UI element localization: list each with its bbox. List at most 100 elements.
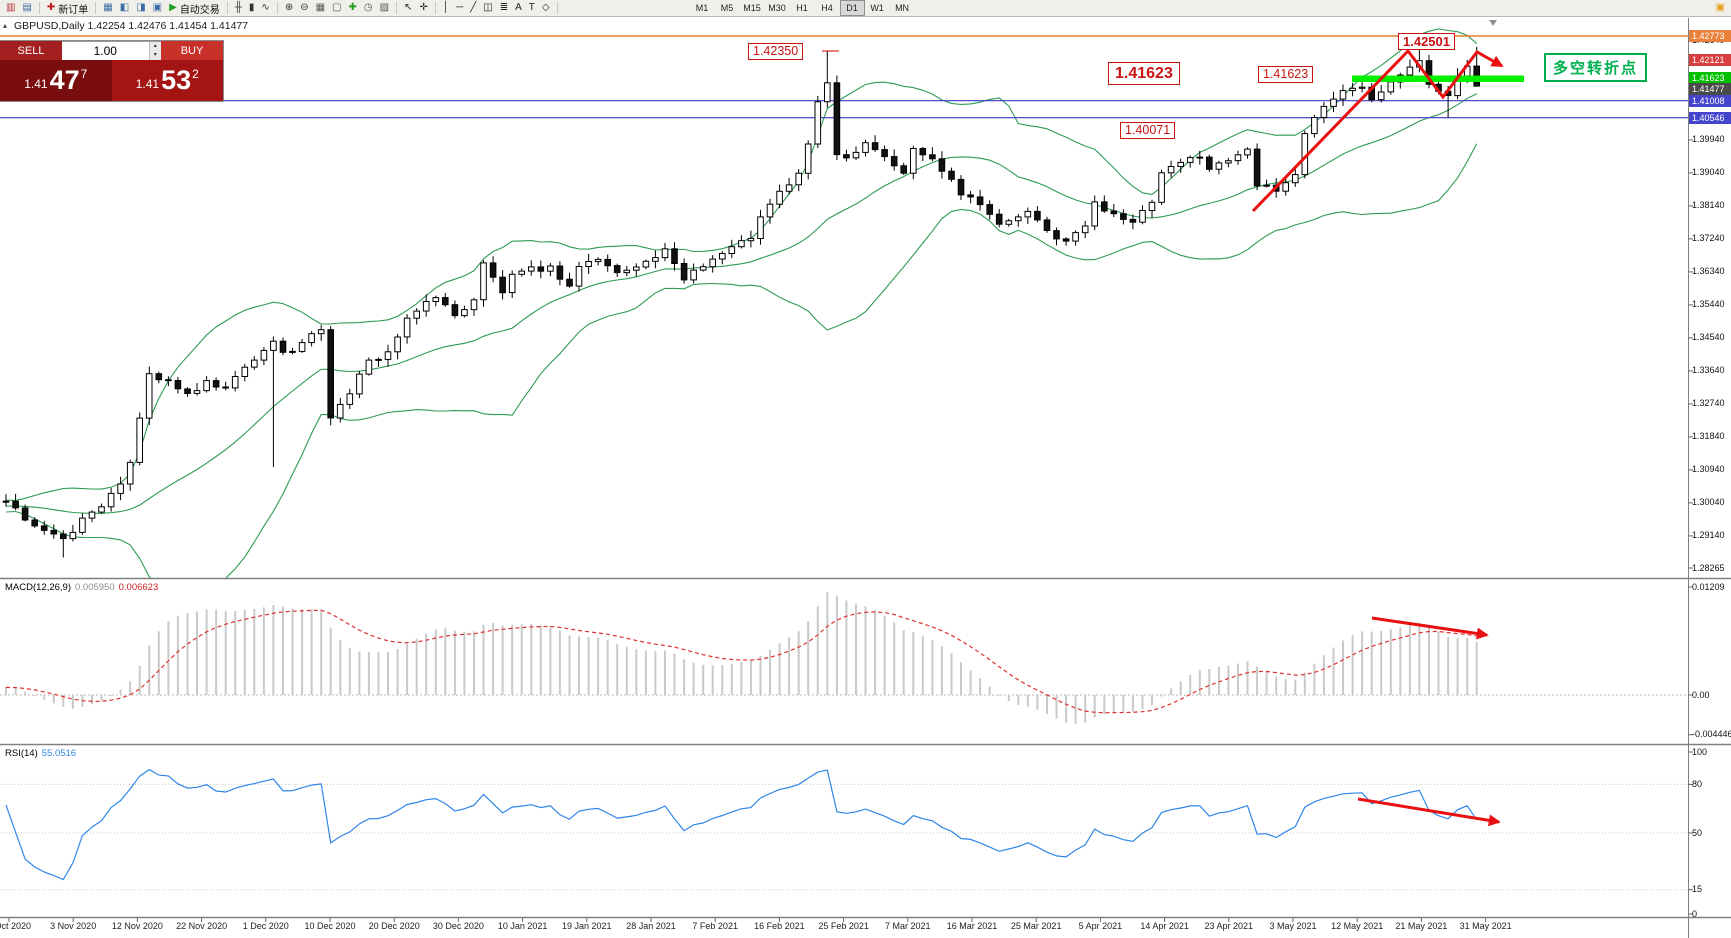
timeframe-button-d1[interactable]: D1 [839,0,865,16]
vertical-line-icon: │ [442,2,450,13]
sell-price-sup: 7 [80,67,88,81]
new-chart-icon[interactable]: ▥ [3,1,18,16]
new-chart-icon: ▥ [6,2,16,13]
navigator-icon: ◨ [136,2,146,13]
sell-price-prefix: 1.41 [24,77,48,91]
timeframe-button-w1[interactable]: W1 [870,3,884,13]
macd-signal-value: 0.006623 [118,582,159,593]
arrow-tools-icon: ◇ [541,2,550,13]
autotrade-button: ▶ [169,2,177,13]
toolbar-separator [95,2,97,14]
templates-icon[interactable]: ▨ [377,1,392,16]
text-label-icon[interactable]: T [526,1,538,16]
sell-price-display[interactable]: 1.41 47 7 [0,60,112,101]
periods-icon: ◷ [363,2,373,13]
main-toolbar: ▥ ▤ ✚ 新订单 ▦ ◧ ◨ ▣ ▶ 自动交易 ╫ ▮ ∿ ⊕ ⊖ ▦ ▢ ✚ ◷ ▨ ↖ ✛ │ ─ ╱ ◫ ≣ A T ◇ M1 M5 M… [0,0,1731,17]
buy-price-sup: 2 [192,67,199,81]
volume-input[interactable] [62,42,149,60]
periods-icon[interactable]: ◷ [361,1,376,16]
navigator-icon[interactable]: ◨ [133,1,148,16]
vertical-line-icon[interactable]: │ [440,1,452,16]
bars-chart-icon[interactable]: ╫ [232,1,245,16]
bars-chart-icon: ╫ [234,2,242,13]
data-window-icon: ◧ [119,2,130,13]
candles-chart-icon: ▮ [248,2,255,13]
tile-windows-icon: ▦ [315,2,326,13]
toolbar-separator [434,2,436,14]
rsi-label: RSI(14) [5,748,38,759]
fibonacci-icon[interactable]: ≣ [497,1,511,16]
one-click-trading-panel: SELL ▴ ▾ BUY 1.41 47 7 1.41 53 2 [0,41,223,101]
sell-price-big: 47 [49,65,80,95]
rsi-value: 55.0516 [41,748,77,759]
zoom-out-icon[interactable]: ⊖ [297,1,311,16]
macd-indicator-header: MACD(12,26,9) 0.005950 0.006623 [5,582,158,593]
volume-decrease-button[interactable]: ▾ [149,51,161,60]
line-chart-icon: ∿ [261,2,270,13]
sell-button[interactable]: SELL [0,41,62,60]
chart-title: GBPUSD,Daily 1.42254 1.42476 1.41454 1.4… [14,20,249,32]
channel-icon: ◫ [483,2,493,13]
buy-price-display[interactable]: 1.41 53 2 [111,60,223,101]
zoom-in-icon: ⊕ [284,2,294,13]
toolbar-separator [396,2,398,14]
cascade-windows-icon[interactable]: ▢ [329,1,344,16]
channel-icon[interactable]: ◫ [480,1,495,16]
arrow-tools-icon[interactable]: ◇ [539,1,553,16]
text-icon[interactable]: A [512,1,525,16]
timeframe-toolbar: M1 M5 M15 M30 H1 H4 D1 W1 MN [690,0,915,16]
templates-icon: ▨ [379,2,390,13]
autotrade-button[interactable]: ▶ 自动交易 [166,1,223,16]
macd-label: MACD(12,26,9) [5,582,71,593]
toolbar-right-group: ▣ [1713,1,1728,16]
price-label-140071[interactable]: 1.40071 [1120,122,1176,139]
autotrade-button-label: 自动交易 [179,4,220,16]
trendline-icon[interactable]: ╱ [467,1,479,16]
chart-collapse-arrow[interactable]: ▴ [3,21,8,30]
price-label-141623-large[interactable]: 1.41623 [1108,62,1180,85]
tile-windows-icon[interactable]: ▦ [313,1,328,16]
timeframe-button-h1[interactable]: H1 [796,3,808,13]
crosshair-icon[interactable]: ✛ [416,1,430,16]
new-order-button[interactable]: ✚ 新订单 [44,1,91,16]
candles-chart-icon[interactable]: ▮ [246,1,258,16]
timeframe-button-m1[interactable]: M1 [695,3,709,13]
terminal-icon: ▣ [152,2,163,13]
trendline-icon: ╱ [470,2,477,13]
market-watch-icon[interactable]: ▦ [100,1,115,16]
indicators-icon: ✚ [348,2,357,13]
zoom-out-icon: ⊖ [300,2,309,13]
timeframe-button-m5[interactable]: M5 [720,3,734,13]
zoom-in-icon[interactable]: ⊕ [282,1,296,16]
data-window-icon[interactable]: ◧ [117,1,132,16]
indicators-icon[interactable]: ✚ [346,1,360,16]
chart-profiles-icon[interactable]: ▤ [19,1,34,16]
turning-point-label[interactable]: 多空转折点 [1544,53,1648,82]
toolbar-separator [38,2,40,14]
timeframe-button-mn[interactable]: MN [895,3,910,13]
text-label-icon: T [528,2,535,13]
cursor-icon[interactable]: ↖ [401,1,415,16]
text-icon: A [515,2,522,13]
timeframe-button-m30[interactable]: M30 [768,3,786,13]
timeframe-button-h4[interactable]: H4 [821,3,833,13]
toolbar-separator [556,2,558,14]
cascade-windows-icon: ▢ [332,2,342,13]
price-label-142501[interactable]: 1.42501 [1398,33,1455,50]
timeframe-button-m15[interactable]: M15 [743,3,761,13]
horizontal-line-icon[interactable]: ─ [453,1,466,16]
toolbar-separator [276,2,278,14]
chart-profiles-icon: ▤ [22,2,32,13]
fibonacci-icon: ≣ [499,2,509,13]
new-order-button-label: 新订单 [58,4,89,16]
buy-price-prefix: 1.41 [135,77,160,91]
terminal-icon[interactable]: ▣ [150,1,165,16]
community-icon[interactable]: ▣ [1713,1,1728,16]
buy-button[interactable]: BUY [161,41,223,60]
price-label-141623[interactable]: 1.41623 [1258,66,1314,83]
price-label-142350[interactable]: 1.42350 [748,43,804,60]
volume-increase-button[interactable]: ▴ [149,42,161,51]
line-chart-icon[interactable]: ∿ [258,1,272,16]
